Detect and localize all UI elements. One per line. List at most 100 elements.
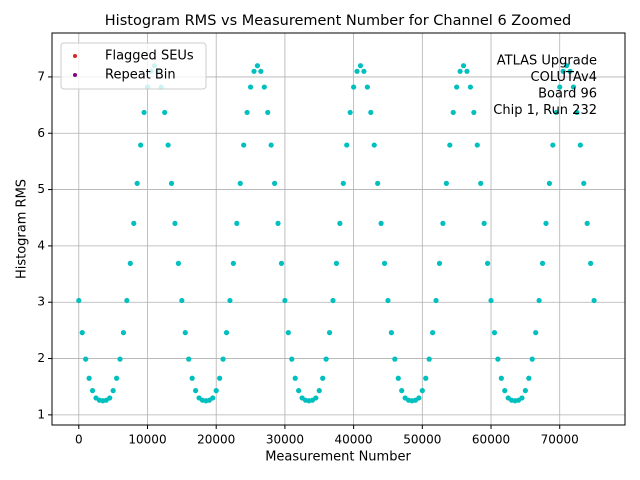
data-point	[76, 297, 82, 304]
data-point	[141, 109, 147, 116]
data-point	[443, 180, 449, 186]
data-point	[416, 395, 422, 401]
data-point	[591, 297, 597, 304]
legend-box	[60, 42, 207, 90]
data-point	[134, 180, 140, 186]
data-point	[272, 180, 278, 186]
data-point	[316, 388, 322, 394]
y-tick-label: 4	[37, 238, 45, 252]
data-point	[368, 109, 374, 116]
data-point	[478, 180, 484, 186]
data-point	[419, 388, 425, 394]
data-point	[175, 260, 182, 266]
x-axis-label: Measurement Number	[265, 450, 411, 465]
data-point	[450, 109, 456, 116]
data-point	[364, 84, 370, 90]
data-point	[320, 375, 326, 381]
data-point	[447, 142, 453, 148]
data-point	[474, 142, 480, 148]
data-point	[550, 142, 556, 148]
y-tick-label: 7	[37, 69, 45, 83]
data-point	[423, 375, 429, 381]
data-point	[275, 220, 281, 226]
data-point	[502, 388, 508, 394]
x-tick-label: 0	[75, 433, 83, 447]
data-point	[440, 220, 446, 226]
data-point	[471, 109, 477, 116]
data-point	[570, 84, 577, 90]
data-point	[522, 388, 528, 394]
data-point	[464, 68, 470, 74]
data-point	[354, 68, 360, 74]
data-point	[340, 180, 346, 186]
data-point	[172, 220, 178, 226]
data-point	[488, 297, 494, 304]
data-point	[244, 109, 250, 116]
data-point	[581, 180, 587, 186]
data-point	[330, 297, 336, 304]
data-point	[285, 330, 291, 336]
data-point	[560, 68, 566, 74]
data-point	[127, 260, 133, 266]
annotation: ATLAS Upgrade	[497, 54, 597, 69]
data-point	[168, 180, 175, 186]
data-point	[337, 220, 343, 226]
data-point	[189, 375, 195, 381]
data-point	[241, 142, 247, 148]
data-point	[179, 297, 185, 304]
legend-label: Flagged SEUs	[105, 49, 194, 64]
data-point	[385, 297, 391, 304]
data-point	[289, 356, 295, 362]
data-point	[268, 142, 274, 148]
data-point	[460, 63, 467, 69]
data-point	[117, 356, 123, 362]
data-point	[230, 260, 236, 266]
chart-title: Histogram RMS vs Measurement Number for …	[105, 13, 571, 29]
data-point	[86, 375, 92, 381]
data-point	[258, 68, 264, 74]
data-point	[251, 68, 257, 74]
data-point	[296, 388, 302, 394]
data-point	[533, 330, 539, 336]
data-point	[165, 142, 171, 148]
legend-marker	[73, 73, 77, 77]
data-point	[247, 84, 254, 90]
data-point	[361, 68, 367, 74]
data-point	[83, 356, 89, 362]
data-point	[351, 84, 357, 90]
x-tick-label: 60000	[472, 433, 510, 447]
legend-label: Repeat Bin	[105, 68, 176, 83]
y-tick-label: 2	[37, 351, 45, 365]
data-point	[120, 330, 127, 336]
data-point	[79, 330, 85, 336]
data-point	[357, 63, 364, 69]
data-point	[182, 330, 188, 336]
annotation: COLUTAv4	[531, 70, 597, 85]
data-point	[278, 260, 285, 266]
y-tick-label: 3	[37, 295, 45, 309]
data-point	[564, 63, 570, 69]
data-point	[536, 297, 542, 304]
x-tick-label: 20000	[197, 433, 235, 447]
plot-frame	[51, 32, 626, 426]
data-point	[526, 375, 532, 381]
y-tick-label: 6	[37, 126, 45, 140]
data-point	[399, 388, 405, 394]
data-point	[574, 109, 580, 116]
data-point	[557, 84, 563, 90]
data-point	[529, 356, 535, 362]
data-point	[388, 330, 395, 336]
data-point	[378, 220, 384, 226]
x-tick-label: 40000	[335, 433, 373, 447]
data-point	[519, 395, 525, 401]
data-point	[313, 395, 319, 401]
data-point	[347, 109, 353, 116]
legend-marker	[73, 54, 77, 58]
data-point	[261, 84, 267, 90]
data-point	[457, 68, 463, 74]
data-point	[323, 356, 329, 362]
data-point	[467, 84, 474, 90]
data-point	[110, 388, 116, 394]
